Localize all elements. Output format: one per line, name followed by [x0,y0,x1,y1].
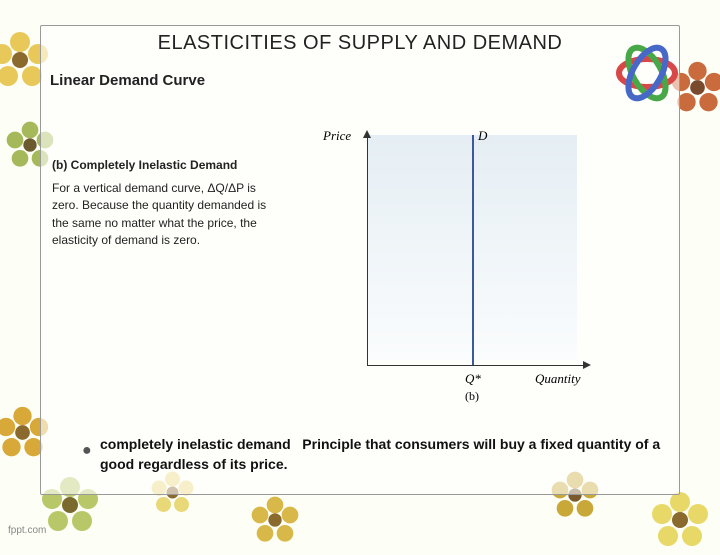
figure-caption: (b) Completely Inelastic Demand [52,158,237,172]
definition-term: completely inelastic demand [100,436,291,452]
panel-label: (b) [465,389,479,404]
demand-line [472,135,474,365]
page-title: ELASTICITIES OF SUPPLY AND DEMAND [0,32,720,55]
y-axis [367,135,368,365]
definition-block: ● completely inelastic demand Principle … [100,435,670,474]
x-axis-label: Quantity [535,371,581,387]
q-star-label: Q* [465,371,481,387]
flower-decoration [250,495,300,545]
x-axis-arrow [583,361,591,369]
section-subtitle: Linear Demand Curve [50,72,205,89]
y-axis-arrow [363,130,371,138]
demand-label: D [478,128,487,144]
attribution-text: fppt.com [8,525,46,536]
demand-chart: Price D Q* Quantity (b) [325,125,625,405]
x-axis [367,365,585,366]
explanation-text: For a vertical demand curve, ΔQ/ΔP is ze… [52,180,282,250]
flower-decoration [650,490,710,550]
bullet-icon: ● [82,440,92,462]
y-axis-label: Price [323,128,351,144]
